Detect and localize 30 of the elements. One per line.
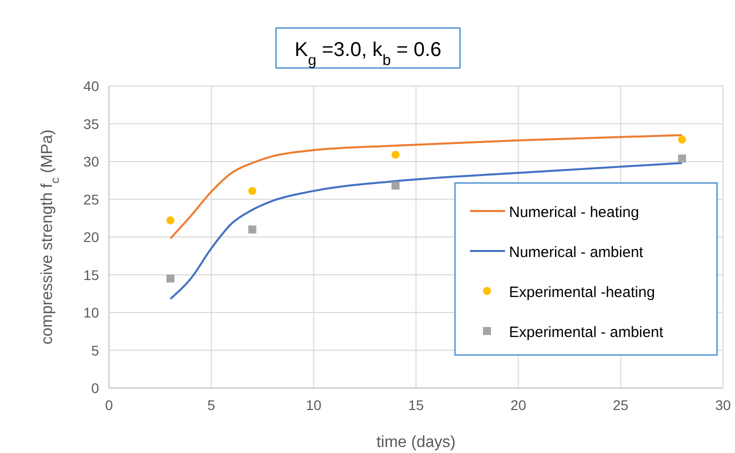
- legend-label: Experimental -heating: [509, 284, 655, 301]
- x-tick-label: 10: [306, 397, 322, 413]
- legend-label: Experimental - ambient: [509, 324, 664, 341]
- y-tick-label: 5: [91, 342, 100, 358]
- chart-title: K$_{g}$ =3.0, k$_{b}$ = 0.6: [294, 39, 442, 68]
- x-tick-label: 15: [408, 397, 424, 413]
- y-tick-label: 30: [83, 154, 100, 170]
- point: [166, 216, 174, 224]
- legend-label: Numerical - heating: [509, 204, 640, 221]
- point: [392, 150, 400, 159]
- y-tick-label: 0: [91, 380, 100, 396]
- y-tick-label: 20: [83, 229, 100, 245]
- y-tick-label: 25: [83, 191, 100, 208]
- y-tick-label: 35: [83, 116, 100, 132]
- y-tick-label: 15: [83, 266, 100, 283]
- point: [248, 186, 256, 195]
- x-tick-label: 30: [715, 397, 731, 413]
- x-tick-label: 0: [105, 397, 114, 413]
- point: [678, 154, 686, 162]
- y-tick-label: 10: [83, 304, 100, 320]
- point: [166, 274, 174, 283]
- x-tick-label: 25: [612, 397, 629, 413]
- point: [392, 182, 400, 190]
- x-tick-label: 5: [207, 397, 216, 413]
- point: [248, 225, 256, 234]
- y-tick-label: 40: [83, 78, 100, 94]
- legend-label: Numerical - ambient: [509, 244, 644, 261]
- x-tick-label: 20: [510, 397, 526, 413]
- x-axis-title: time (days): [376, 434, 456, 451]
- point: [678, 136, 686, 144]
